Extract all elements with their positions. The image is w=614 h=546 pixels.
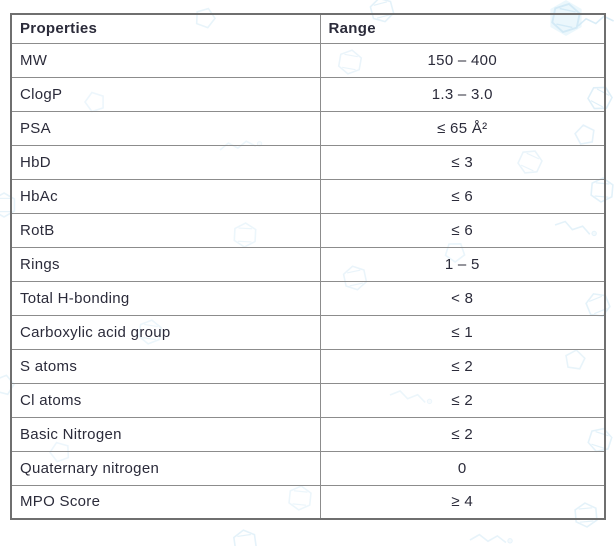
range-cell: ≤ 3	[319, 144, 606, 180]
property-cell: Cl atoms	[10, 382, 321, 418]
table-row: MW 150 – 400	[10, 42, 606, 78]
property-cell: MPO Score	[10, 484, 321, 520]
property-cell: S atoms	[10, 348, 321, 384]
property-cell: Basic Nitrogen	[10, 416, 321, 452]
table-row: S atoms ≤ 2	[10, 348, 606, 384]
table-row: Cl atoms ≤ 2	[10, 382, 606, 418]
range-cell: 1 – 5	[319, 246, 606, 282]
table-row: MPO Score ≥ 4	[10, 484, 606, 520]
range-cell: ≤ 2	[319, 416, 606, 452]
property-cell: Rings	[10, 246, 321, 282]
range-cell: 150 – 400	[319, 42, 606, 78]
table-row: Quaternary nitrogen 0	[10, 450, 606, 486]
property-cell: RotB	[10, 212, 321, 248]
property-cell: MW	[10, 42, 321, 78]
table-row: HbD ≤ 3	[10, 144, 606, 180]
table-row: ClogP 1.3 – 3.0	[10, 76, 606, 112]
range-cell: 1.3 – 3.0	[319, 76, 606, 112]
table-row: Total H-bonding < 8	[10, 280, 606, 316]
property-cell: HbAc	[10, 178, 321, 214]
table-row: PSA ≤ 65 Å²	[10, 110, 606, 146]
table-row: RotB ≤ 6	[10, 212, 606, 248]
range-cell: < 8	[319, 280, 606, 316]
table-row: Rings 1 – 5	[10, 246, 606, 282]
property-cell: Carboxylic acid group	[10, 314, 321, 350]
range-cell: ≥ 4	[319, 484, 606, 520]
property-cell: Total H-bonding	[10, 280, 321, 316]
table-row: HbAc ≤ 6	[10, 178, 606, 214]
property-cell: ClogP	[10, 76, 321, 112]
range-cell: ≤ 65 Å²	[319, 110, 606, 146]
property-cell: PSA	[10, 110, 321, 146]
range-cell: ≤ 6	[319, 178, 606, 214]
property-cell: Quaternary nitrogen	[10, 450, 321, 486]
range-cell: 0	[319, 450, 606, 486]
properties-table: Properties Range MW 150 – 400 ClogP 1.3 …	[10, 13, 606, 520]
table-row: Basic Nitrogen ≤ 2	[10, 416, 606, 452]
column-header-range: Range	[319, 13, 606, 44]
column-header-properties: Properties	[10, 13, 321, 44]
property-cell: HbD	[10, 144, 321, 180]
range-cell: ≤ 6	[319, 212, 606, 248]
table-row: Carboxylic acid group ≤ 1	[10, 314, 606, 350]
range-cell: ≤ 2	[319, 348, 606, 384]
header-row: Properties Range	[10, 13, 606, 44]
range-cell: ≤ 2	[319, 382, 606, 418]
range-cell: ≤ 1	[319, 314, 606, 350]
